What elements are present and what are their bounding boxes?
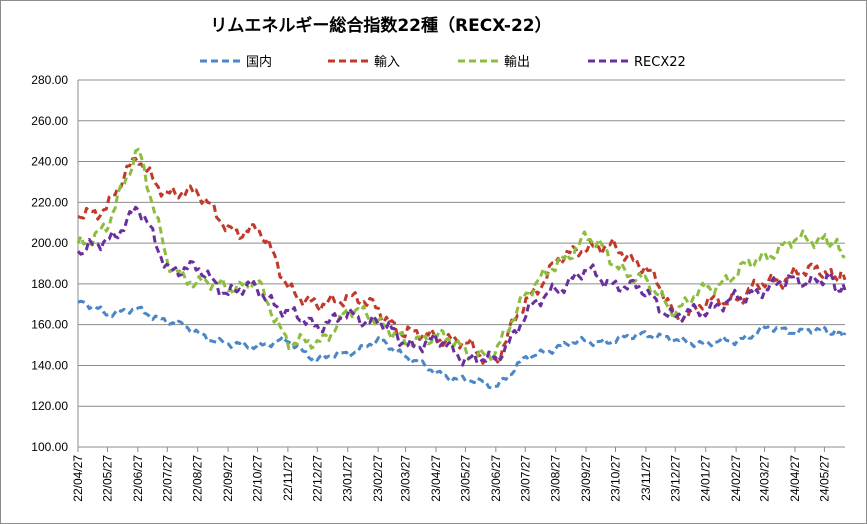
series-line-1: [77, 156, 847, 365]
x-tick-label: 24/04/27: [788, 455, 802, 502]
x-tick-label: 23/10/27: [608, 455, 622, 502]
legend-label: RECX22: [634, 55, 686, 70]
x-tick-label: 22/12/27: [310, 455, 324, 502]
x-tick-label: 24/01/27: [699, 455, 713, 502]
x-tick-label: 23/02/27: [371, 455, 385, 502]
y-tick-label: 240.00: [31, 155, 68, 169]
series-line-3: [76, 205, 847, 367]
x-tick-label: 24/05/27: [817, 455, 831, 502]
x-tick-label: 23/08/27: [549, 455, 563, 502]
x-tick-label: 22/06/27: [131, 455, 145, 502]
x-tick-label: 23/09/27: [579, 455, 593, 502]
x-tick-label: 23/04/27: [429, 455, 443, 502]
x-tick-label: 23/06/27: [489, 455, 503, 502]
legend-label: 輸入: [374, 55, 400, 70]
x-tick-label: 24/03/27: [758, 455, 772, 502]
y-tick-label: 260.00: [31, 114, 68, 128]
series-line-2: [76, 147, 846, 363]
y-tick-label: 280.00: [31, 73, 68, 87]
x-tick-label: 22/10/27: [250, 455, 264, 502]
x-tick-label: 22/04/27: [71, 455, 85, 502]
x-tick-label: 23/01/27: [341, 455, 355, 502]
x-tick-label: 23/03/27: [399, 455, 413, 502]
y-tick-label: 120.00: [31, 399, 68, 413]
legend-label: 国内: [246, 54, 272, 70]
x-tick-label: 23/07/27: [518, 455, 532, 502]
y-tick-label: 100.00: [31, 440, 68, 454]
x-tick-label: 22/09/27: [221, 455, 235, 502]
y-tick-label: 160.00: [31, 318, 68, 332]
x-tick-label: 22/08/27: [191, 455, 205, 502]
x-tick-label: 22/11/27: [281, 455, 295, 501]
y-tick-label: 140.00: [31, 358, 68, 372]
y-tick-label: 220.00: [31, 195, 68, 209]
x-tick-label: 22/07/27: [160, 455, 174, 502]
x-tick-label: 23/05/27: [458, 455, 472, 502]
series-line-0: [77, 299, 847, 390]
x-tick-label: 24/02/27: [729, 455, 743, 502]
y-tick-label: 200.00: [31, 236, 68, 250]
x-tick-label: 23/12/27: [668, 455, 682, 502]
x-tick-label: 23/11/27: [639, 455, 653, 501]
y-tick-label: 180.00: [31, 277, 68, 291]
x-tick-label: 22/05/27: [100, 455, 114, 502]
chart-title: リムエネルギー総合指数22種（RECX-22）: [210, 16, 552, 36]
legend-label: 輸出: [504, 55, 530, 70]
